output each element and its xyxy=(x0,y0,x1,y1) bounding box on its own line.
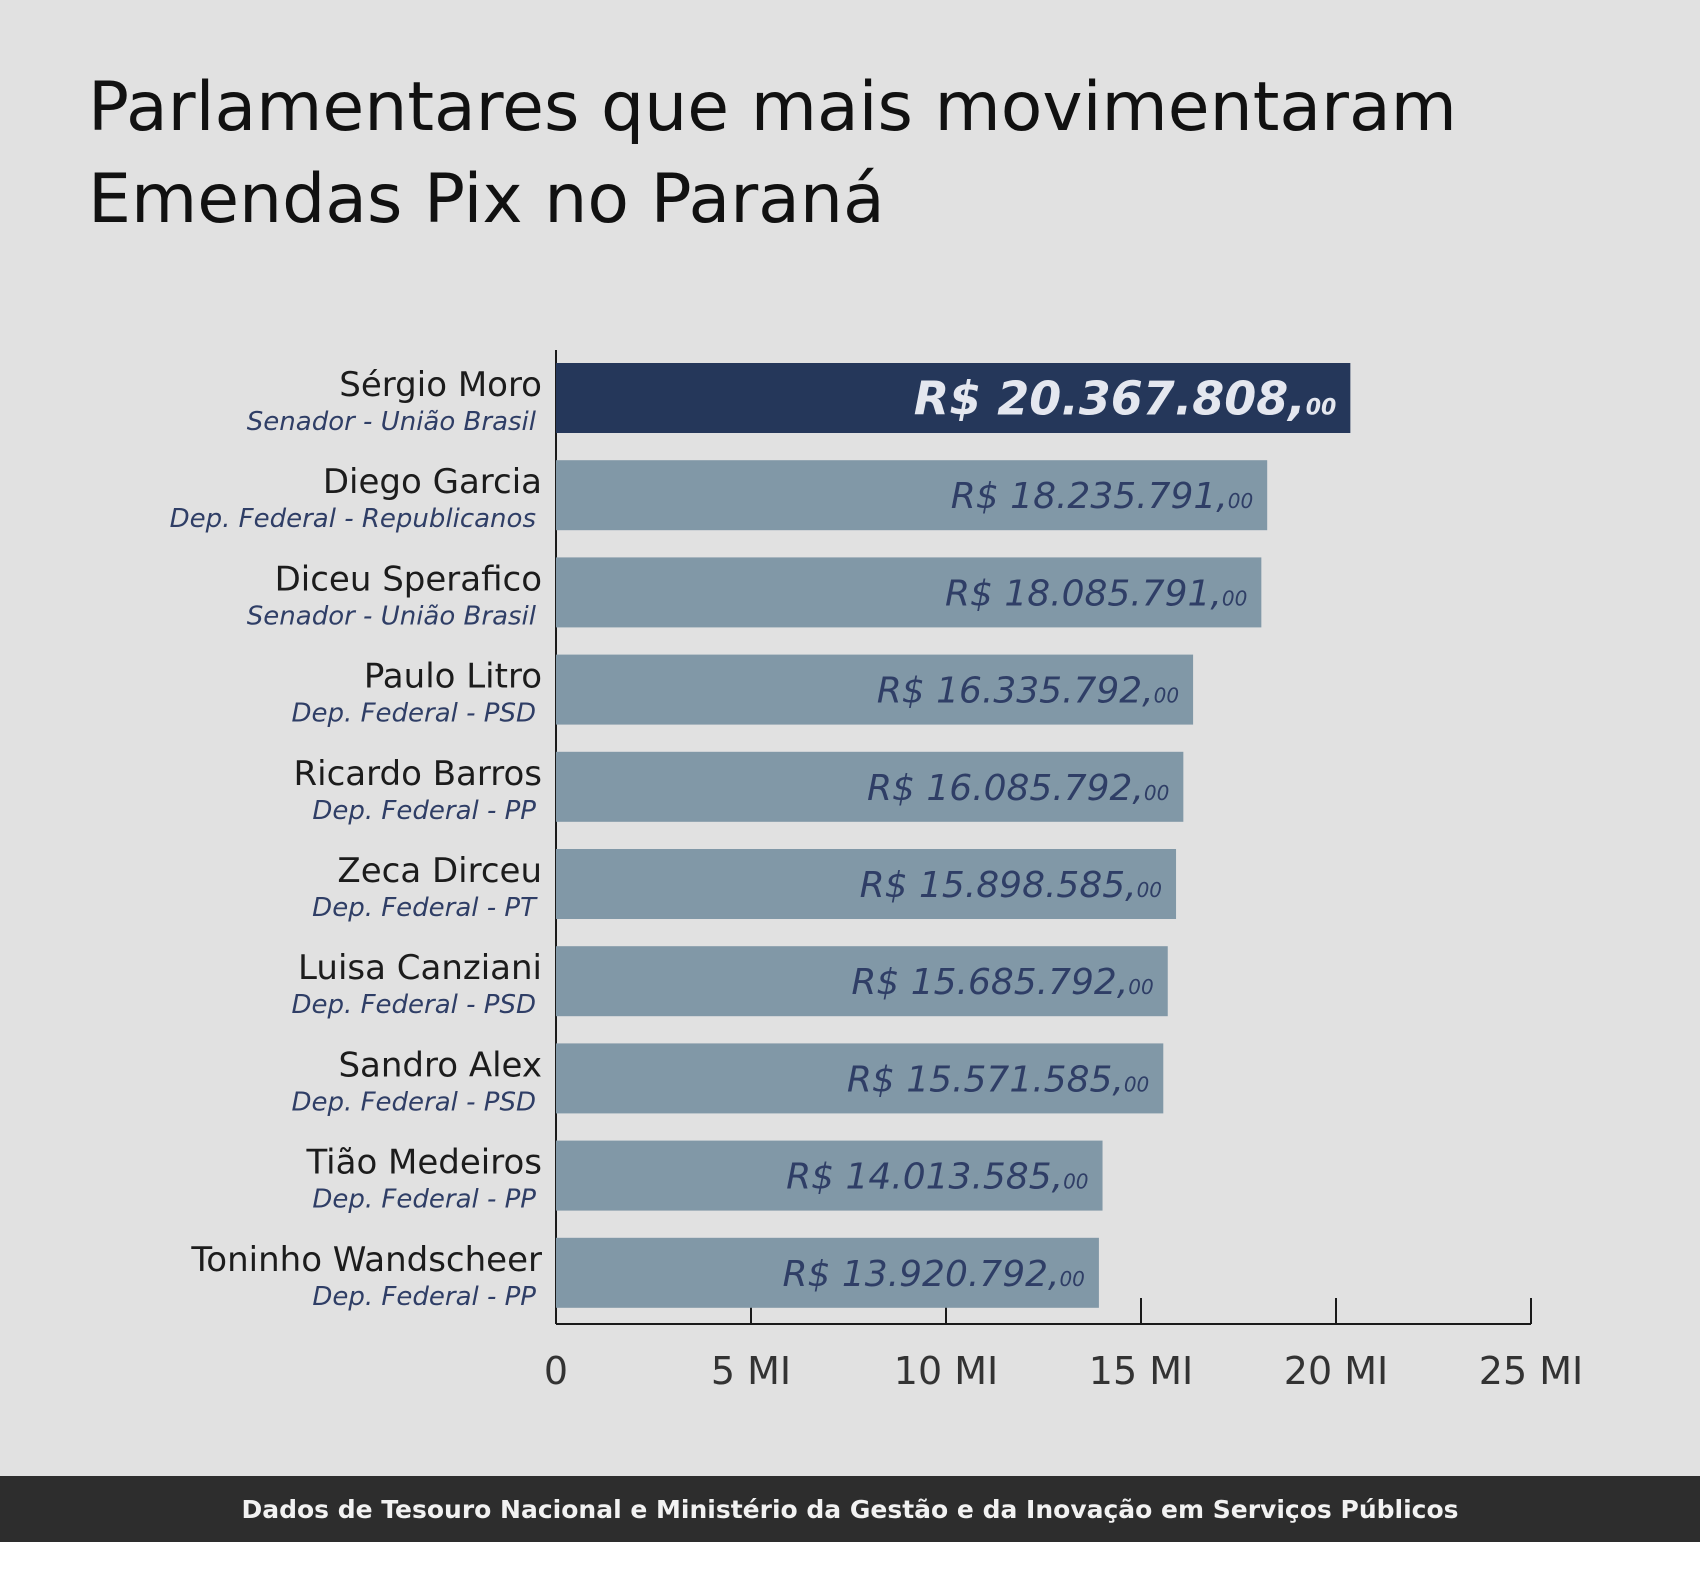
category-role: Dep. Federal - PSD xyxy=(292,699,536,729)
category-role: Dep. Federal - PT xyxy=(312,893,538,923)
bar-value-cents: 00 xyxy=(1063,1170,1088,1194)
x-tick-label: 5 MI xyxy=(711,1349,791,1393)
bar xyxy=(556,460,1268,531)
bar-value-label: R$ 16.335.792,00 xyxy=(877,671,1179,712)
category-name: Paulo Litro xyxy=(364,657,542,697)
category-role: Senador - União Brasil xyxy=(247,407,537,437)
bar-value-cents: 00 xyxy=(1306,396,1337,421)
infographic-panel: Parlamentares que mais movimentaram Emen… xyxy=(0,0,1700,1542)
bar-value-cents: 00 xyxy=(1222,586,1247,610)
bar-value-label: R$ 18.085.791,00 xyxy=(945,573,1247,614)
bar-value-main: R$ 16.335.792, xyxy=(877,671,1154,712)
bar-value-cents: 00 xyxy=(1124,1072,1149,1096)
category-role: Dep. Federal - PP xyxy=(312,1185,536,1215)
bar xyxy=(556,751,1184,822)
x-tick-label: 0 xyxy=(544,1349,568,1393)
category-role: Dep. Federal - PSD xyxy=(292,1087,536,1117)
bar-value-cents: 00 xyxy=(1144,781,1169,805)
bar xyxy=(556,1043,1164,1114)
bar-value-cents: 00 xyxy=(1228,489,1253,513)
bar-value-main: R$ 18.235.791, xyxy=(951,476,1228,517)
category-role: Dep. Federal - Republicanos xyxy=(170,504,536,534)
bar xyxy=(556,557,1262,628)
bar-value-main: R$ 15.898.585, xyxy=(860,865,1137,906)
bar-value-main: R$ 14.013.585, xyxy=(786,1157,1063,1198)
bar xyxy=(556,654,1194,725)
category-role: Dep. Federal - PSD xyxy=(292,990,536,1020)
category-name: Diego Garcia xyxy=(323,462,542,502)
category-name: Diceu Sperafico xyxy=(275,559,542,599)
bar xyxy=(556,1237,1099,1308)
category-name: Sérgio Moro xyxy=(339,365,542,405)
x-tick-label: 25 MI xyxy=(1479,1349,1583,1393)
bar-value-cents: 00 xyxy=(1128,975,1153,999)
bar xyxy=(556,946,1168,1017)
bar-value-main: R$ 20.367.808, xyxy=(914,372,1306,426)
category-role: Dep. Federal - PP xyxy=(312,796,536,826)
x-tick-label: 15 MI xyxy=(1089,1349,1193,1393)
bar xyxy=(556,849,1177,919)
chart-title: Parlamentares que mais movimentaram Emen… xyxy=(88,68,1457,239)
bar-value-cents: 00 xyxy=(1137,878,1162,902)
category-role: Senador - União Brasil xyxy=(247,601,537,631)
bar-value-label: R$ 20.367.808,00 xyxy=(914,372,1337,426)
category-role: Dep. Federal - PP xyxy=(312,1282,536,1312)
bar-value-label: R$ 15.571.585,00 xyxy=(847,1059,1149,1100)
bar-value-main: R$ 18.085.791, xyxy=(945,573,1222,614)
bar-value-label: R$ 16.085.792,00 xyxy=(867,768,1169,809)
x-tick-label: 20 MI xyxy=(1284,1349,1388,1393)
bar-value-main: R$ 16.085.792, xyxy=(867,768,1144,809)
category-name: Ricardo Barros xyxy=(294,754,542,794)
bar-value-label: R$ 15.685.792,00 xyxy=(851,962,1153,1003)
source-text: Dados de Tesouro Nacional e Ministério d… xyxy=(241,1494,1459,1524)
bar-value-label: R$ 13.920.792,00 xyxy=(783,1254,1085,1295)
category-name: Toninho Wandscheer xyxy=(190,1240,542,1280)
bar-value-main: R$ 15.571.585, xyxy=(847,1059,1124,1100)
category-name: Tião Medeiros xyxy=(305,1143,542,1183)
x-tick-label: 10 MI xyxy=(894,1349,998,1393)
bar xyxy=(556,363,1351,433)
category-name: Zeca Dirceu xyxy=(337,851,542,891)
bar-value-label: R$ 18.235.791,00 xyxy=(951,476,1253,517)
category-name: Sandro Alex xyxy=(338,1045,542,1085)
source-footer: Dados de Tesouro Nacional e Ministério d… xyxy=(0,1476,1700,1542)
category-name: Luisa Canziani xyxy=(298,948,542,988)
bar-value-label: R$ 15.898.585,00 xyxy=(860,865,1162,906)
bar-value-cents: 00 xyxy=(1059,1267,1084,1291)
bar-value-main: R$ 13.920.792, xyxy=(783,1254,1060,1295)
bar-value-label: R$ 14.013.585,00 xyxy=(786,1157,1088,1198)
bar-value-main: R$ 15.685.792, xyxy=(851,962,1128,1003)
bar xyxy=(556,1140,1103,1211)
bar-value-cents: 00 xyxy=(1154,684,1179,708)
